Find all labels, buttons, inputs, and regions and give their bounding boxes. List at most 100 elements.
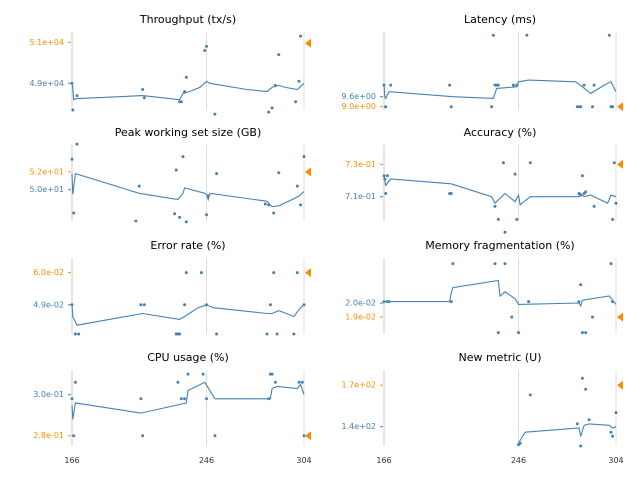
data-point <box>215 172 219 176</box>
data-point <box>75 94 79 98</box>
data-point <box>580 376 584 380</box>
data-point <box>383 177 387 181</box>
data-point <box>299 203 303 207</box>
data-point <box>183 397 187 401</box>
data-point <box>134 219 138 223</box>
data-point <box>297 79 301 83</box>
data-point <box>591 105 594 109</box>
data-point <box>206 194 210 198</box>
x-tick-label: 166 <box>64 456 79 465</box>
data-point <box>199 271 203 275</box>
data-point <box>273 83 277 87</box>
data-point <box>141 434 145 438</box>
data-point <box>139 397 143 401</box>
y-tick-label: 5.0e+01 <box>29 185 64 194</box>
data-point <box>300 380 304 384</box>
data-point <box>501 161 505 165</box>
y-tick-label: 5.2e+01 <box>29 167 64 176</box>
data-point <box>205 213 208 217</box>
data-point <box>70 397 74 401</box>
data-point <box>178 332 182 336</box>
data-point <box>268 303 272 307</box>
data-point <box>77 332 81 336</box>
panel-6: Memory fragmentation (%) 2.0e-02 1.9e-02 <box>345 239 623 335</box>
data-point <box>201 372 205 376</box>
panel-title: Peak working set size (GB) <box>115 126 262 139</box>
panel-8: New metric (U) 1.7e+02 1.4e+02 166 246 304 <box>341 351 623 465</box>
data-point <box>496 83 500 87</box>
data-point <box>525 33 529 37</box>
data-point <box>73 332 77 336</box>
data-point <box>179 100 183 104</box>
data-point <box>176 380 180 384</box>
data-point <box>302 434 306 438</box>
data-point <box>183 303 187 307</box>
data-point <box>184 75 188 79</box>
data-point <box>493 262 497 266</box>
series-line <box>383 79 617 100</box>
data-point <box>205 397 208 401</box>
data-point <box>496 217 500 221</box>
panel-1: Throughput (tx/s) 5.1e+04 4.9e+04 <box>29 13 311 116</box>
data-point <box>582 83 586 87</box>
data-point <box>382 83 386 87</box>
y-tick-label: 3.0e-01 <box>33 390 64 399</box>
data-point <box>496 331 500 335</box>
y-tick-label: 7.1e-01 <box>345 192 376 201</box>
y-tick-label: 1.4e+02 <box>341 422 376 431</box>
data-point <box>142 303 146 307</box>
data-point <box>577 300 581 304</box>
data-point <box>515 83 519 87</box>
data-point <box>186 372 190 376</box>
data-point <box>503 262 507 266</box>
series-line <box>384 279 617 308</box>
data-point <box>71 108 75 112</box>
data-point <box>139 303 143 307</box>
data-point <box>72 211 76 215</box>
data-point <box>382 300 386 304</box>
data-point <box>267 110 271 114</box>
series-line <box>71 304 305 326</box>
x-tick-label: 304 <box>296 456 311 465</box>
data-point <box>449 300 453 304</box>
data-point <box>272 271 276 275</box>
data-point <box>297 380 301 384</box>
y-tick-label: 9.0e+00 <box>341 102 376 111</box>
data-point <box>503 230 507 234</box>
data-point <box>272 211 276 215</box>
latest-value-marker <box>305 268 311 278</box>
data-point <box>389 83 393 87</box>
y-tick-label: 1.9e-02 <box>345 313 376 322</box>
panel-title: Memory fragmentation (%) <box>425 239 574 252</box>
data-point <box>174 168 178 172</box>
data-point <box>584 190 588 194</box>
panel-7: CPU usage (%) 3.0e-01 2.8e-01 166 246 304 <box>33 351 311 465</box>
data-point <box>72 434 76 438</box>
data-point <box>511 83 515 87</box>
data-point <box>179 397 183 401</box>
data-point <box>579 193 583 197</box>
latest-value-marker <box>617 159 623 169</box>
data-point <box>299 34 303 38</box>
data-point <box>579 105 583 109</box>
latest-value-marker <box>305 38 311 48</box>
y-tick-label: 7.3e-01 <box>345 160 376 169</box>
data-point <box>277 53 281 57</box>
data-point <box>448 83 452 87</box>
x-tick-label: 166 <box>376 456 391 465</box>
data-point <box>267 397 271 401</box>
data-point <box>292 332 296 336</box>
data-point <box>607 33 611 37</box>
data-point <box>611 217 615 221</box>
data-point <box>178 215 182 219</box>
data-point <box>75 142 79 146</box>
panel-4: Accuracy (%) 7.3e-01 7.1e-01 <box>345 126 623 234</box>
data-point <box>449 105 453 109</box>
data-point <box>587 418 591 422</box>
series-line <box>71 172 305 208</box>
data-point <box>451 262 455 266</box>
x-tick-label: 304 <box>608 456 623 465</box>
data-point <box>382 174 386 178</box>
y-tick-label: 4.9e+04 <box>29 79 64 88</box>
data-point <box>215 332 219 336</box>
